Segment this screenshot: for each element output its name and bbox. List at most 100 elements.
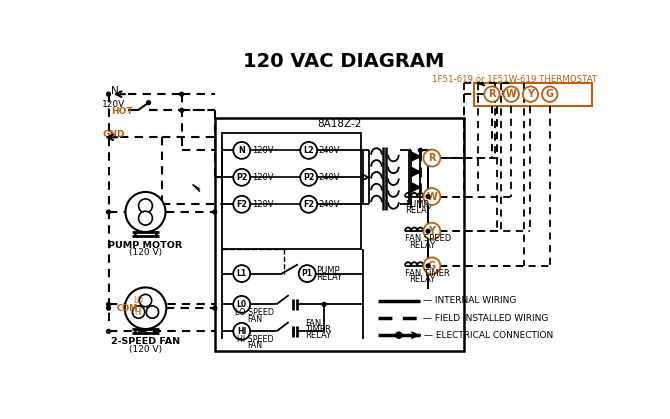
- Circle shape: [419, 148, 422, 152]
- Text: LO SPEED: LO SPEED: [235, 308, 274, 317]
- Text: 120V: 120V: [252, 146, 273, 155]
- Text: 120V: 120V: [252, 200, 273, 209]
- Text: GND: GND: [103, 130, 125, 140]
- Circle shape: [504, 86, 519, 102]
- Circle shape: [213, 306, 216, 310]
- Circle shape: [396, 332, 402, 338]
- Circle shape: [423, 223, 440, 240]
- Text: RELAY: RELAY: [305, 331, 331, 341]
- Circle shape: [426, 264, 430, 268]
- Text: FAN TIMER: FAN TIMER: [405, 269, 450, 278]
- Text: FAN: FAN: [305, 319, 321, 328]
- Text: 120V: 120V: [252, 173, 273, 182]
- Circle shape: [300, 169, 317, 186]
- Text: 240V: 240V: [319, 173, 340, 182]
- Text: — INTERNAL WIRING: — INTERNAL WIRING: [423, 296, 516, 305]
- Text: R: R: [428, 153, 436, 163]
- Text: 8A18Z-2: 8A18Z-2: [318, 119, 362, 129]
- Text: F2: F2: [304, 200, 314, 209]
- Text: RELAY: RELAY: [409, 241, 435, 250]
- Text: 2-SPEED FAN: 2-SPEED FAN: [111, 337, 180, 346]
- Text: F2: F2: [237, 200, 247, 209]
- Bar: [215, 118, 464, 351]
- Text: Y: Y: [428, 226, 436, 236]
- Text: P2: P2: [303, 173, 314, 182]
- Text: PUMP MOTOR: PUMP MOTOR: [109, 241, 182, 250]
- Circle shape: [180, 109, 184, 112]
- Circle shape: [523, 86, 538, 102]
- Text: P2: P2: [236, 173, 247, 182]
- Circle shape: [107, 306, 111, 310]
- Text: — ELECTRICAL CONNECTION: — ELECTRICAL CONNECTION: [424, 331, 553, 340]
- Circle shape: [139, 295, 151, 307]
- Text: FAN SPEED: FAN SPEED: [405, 234, 451, 243]
- Text: P1: P1: [302, 269, 313, 278]
- Circle shape: [107, 210, 111, 214]
- Circle shape: [542, 86, 557, 102]
- Text: HI: HI: [237, 327, 247, 336]
- Polygon shape: [411, 152, 420, 161]
- Text: FAN: FAN: [247, 315, 263, 324]
- Text: N: N: [239, 146, 245, 155]
- Text: G: G: [546, 89, 553, 99]
- Bar: [222, 133, 361, 249]
- Circle shape: [322, 303, 326, 306]
- Circle shape: [233, 265, 250, 282]
- Text: — FIELD INSTALLED WIRING: — FIELD INSTALLED WIRING: [423, 314, 548, 323]
- Text: N: N: [111, 86, 119, 96]
- Text: LO: LO: [133, 296, 143, 305]
- Text: HOT: HOT: [111, 107, 133, 116]
- Circle shape: [213, 210, 216, 214]
- Text: L2: L2: [304, 146, 314, 155]
- Text: Y: Y: [527, 89, 534, 99]
- Circle shape: [125, 192, 165, 232]
- Circle shape: [423, 188, 440, 205]
- Circle shape: [107, 303, 111, 306]
- Text: 120V: 120V: [103, 100, 125, 109]
- Text: L1: L1: [237, 269, 247, 278]
- Text: L0: L0: [237, 300, 247, 309]
- Circle shape: [233, 296, 250, 313]
- Circle shape: [426, 229, 430, 233]
- Polygon shape: [411, 167, 420, 176]
- Text: (120 V): (120 V): [129, 248, 162, 257]
- Circle shape: [300, 142, 317, 159]
- Circle shape: [133, 306, 145, 318]
- Circle shape: [146, 306, 159, 318]
- Text: TIMER: TIMER: [305, 325, 331, 334]
- Text: 120 VAC DIAGRAM: 120 VAC DIAGRAM: [243, 52, 444, 70]
- Text: PUMP: PUMP: [316, 266, 340, 275]
- Text: RELAY: RELAY: [316, 273, 342, 282]
- Text: (120 V): (120 V): [129, 344, 162, 354]
- Text: 240V: 240V: [319, 200, 340, 209]
- Text: RELAY: RELAY: [405, 206, 431, 215]
- Text: W: W: [427, 191, 438, 202]
- Circle shape: [423, 257, 440, 274]
- Circle shape: [233, 142, 250, 159]
- Circle shape: [180, 92, 184, 96]
- Circle shape: [426, 195, 430, 199]
- Text: W: W: [506, 89, 517, 99]
- Circle shape: [300, 196, 317, 213]
- Circle shape: [484, 86, 500, 102]
- Text: 240V: 240V: [319, 146, 340, 155]
- Text: G: G: [428, 261, 436, 271]
- Polygon shape: [411, 183, 420, 192]
- Text: COM: COM: [116, 304, 137, 313]
- Circle shape: [299, 265, 316, 282]
- Circle shape: [147, 101, 151, 105]
- Circle shape: [233, 323, 250, 340]
- Text: HI SPEED: HI SPEED: [237, 334, 273, 344]
- Circle shape: [233, 196, 250, 213]
- Text: 1F51-619 or 1F51W-619 THERMOSTAT: 1F51-619 or 1F51W-619 THERMOSTAT: [432, 75, 598, 84]
- Text: HI: HI: [134, 308, 142, 317]
- Text: PUMP: PUMP: [405, 200, 429, 209]
- Circle shape: [139, 199, 152, 213]
- Circle shape: [423, 150, 440, 166]
- Circle shape: [139, 211, 152, 225]
- Circle shape: [233, 169, 250, 186]
- Text: RELAY: RELAY: [409, 275, 435, 284]
- Circle shape: [125, 287, 166, 329]
- Bar: [474, 83, 592, 106]
- Text: R: R: [488, 89, 496, 99]
